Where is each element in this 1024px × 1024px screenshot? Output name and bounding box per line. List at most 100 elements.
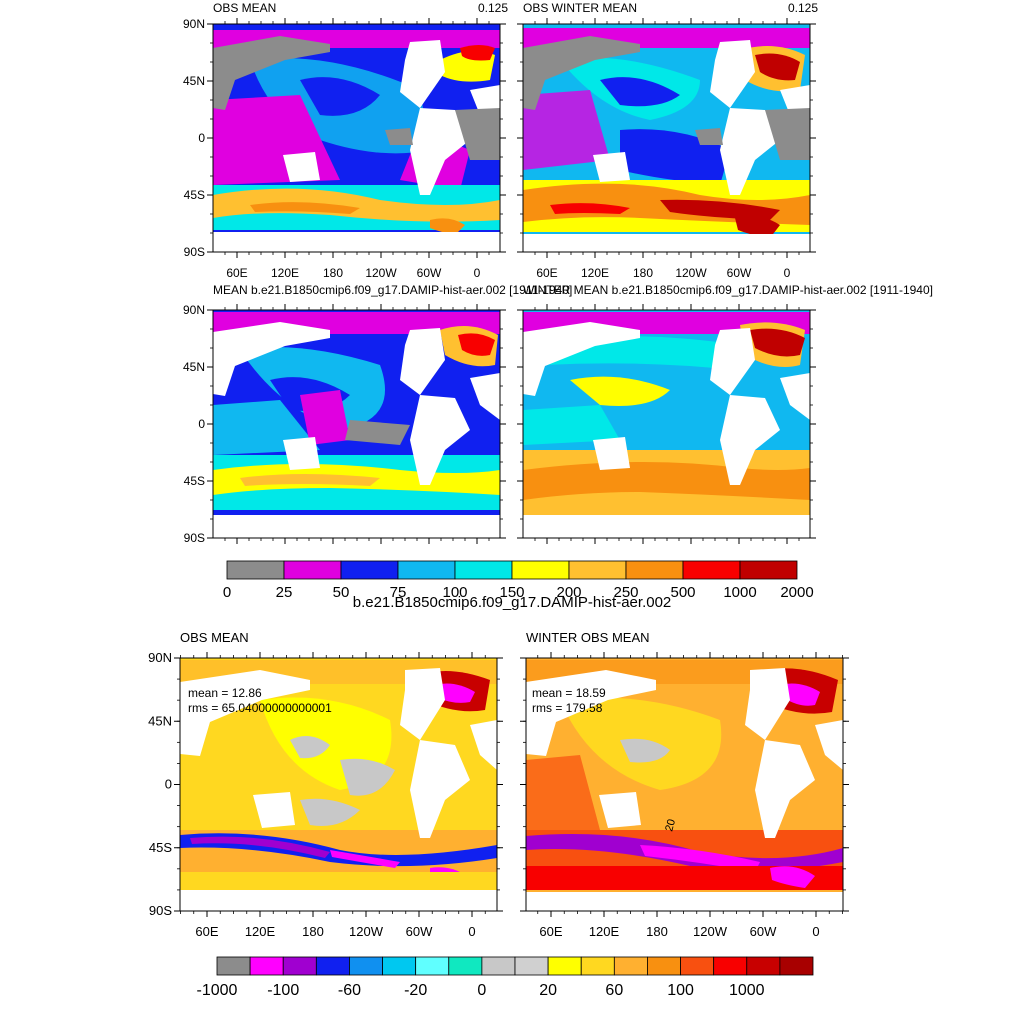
lon-tick-label: 0 [474, 266, 481, 280]
panel-title: MEAN b.e21.B1850cmip6.f09_g17.DAMIP-hist… [213, 283, 572, 297]
colorbar-label: 1000 [729, 982, 765, 999]
colorbar-swatch [382, 956, 417, 976]
colorbar-swatch [713, 956, 748, 976]
colorbar-swatch [283, 560, 342, 580]
colorbar-swatch [415, 956, 450, 976]
contour-label: 20 [663, 818, 678, 833]
colorbar-label: 500 [670, 584, 695, 601]
colorbar-label: 0 [477, 982, 486, 999]
panel-title: OBS MEAN [180, 630, 249, 645]
colorbar-swatch [448, 956, 483, 976]
panel-annotation: 0.125 [478, 1, 508, 15]
colorbar-label: 100 [667, 982, 694, 999]
colorbar-swatch [454, 560, 513, 580]
panel-annotation: 0.125 [788, 1, 818, 15]
colorbar-label: 50 [333, 584, 350, 601]
colorbar-swatch [746, 956, 781, 976]
lon-tick-label: 120E [589, 924, 620, 939]
colorbar-label: 60 [605, 982, 623, 999]
lat-tick-label: 45N [148, 713, 172, 728]
lon-tick-label: 120W [675, 266, 707, 280]
lon-tick-label: 60W [750, 924, 777, 939]
lon-tick-label: 60E [226, 266, 247, 280]
lon-tick-label: 120W [365, 266, 397, 280]
panel-model-mean: MEAN b.e21.B1850cmip6.f09_g17.DAMIP-hist… [212, 283, 572, 539]
lat-tick-label: 0 [198, 417, 205, 431]
lat-tick-label: 90S [149, 903, 172, 918]
colorbar-label: 20 [539, 982, 557, 999]
colorbar-swatch [779, 956, 814, 976]
lon-tick-label: 0 [812, 924, 819, 939]
colorbar-swatch [216, 956, 251, 976]
colorbar-title: b.e21.B1850cmip6.f09_g17.DAMIP-hist-aer.… [353, 594, 672, 611]
lon-tick-label: 180 [323, 266, 343, 280]
panel-obs-mean: OBS MEAN 0.125 [212, 1, 508, 253]
colorbar-swatch [580, 956, 615, 976]
colorbar-swatch [625, 560, 684, 580]
stat-rms: rms = 179.58 [532, 701, 603, 715]
lon-tick-label: 0 [468, 924, 475, 939]
colorbar-label: 25 [276, 584, 293, 601]
colorbar-swatch [647, 956, 681, 976]
lat-tick-label: 45S [184, 188, 205, 202]
colorbar-swatch [511, 560, 570, 580]
lat-tick-label: 0 [165, 777, 172, 792]
lon-tick-label: 60E [195, 924, 218, 939]
colorbar-label: 150 [499, 584, 524, 601]
lat-tick-label: 90S [184, 531, 205, 545]
colorbar-label: 200 [556, 584, 581, 601]
lat-tick-label: 0 [198, 131, 205, 145]
map-field [213, 310, 500, 538]
panel-title: WINTER MEAN b.e21.B1850cmip6.f09_g17.DAM… [523, 283, 933, 297]
lon-tick-label: 60E [536, 266, 557, 280]
colorbar-swatch [613, 956, 648, 976]
lon-tick-label: 60E [539, 924, 562, 939]
stat-rms: rms = 65.04000000000001 [188, 701, 332, 715]
lon-tick-label: 180 [633, 266, 653, 280]
colorbar-swatch [680, 956, 715, 976]
map-axes: 90N 45N 0 45S 90S 60E 120E 180 120W 60W 0 60E 120E 18… [148, 17, 849, 939]
lat-tick-label: 45N [183, 360, 205, 374]
map-field [523, 310, 810, 538]
colorbar-swatch [249, 956, 284, 976]
lon-tick-label: 180 [302, 924, 324, 939]
lat-tick-label: 45S [184, 474, 205, 488]
stat-mean: mean = 18.59 [532, 686, 606, 700]
colorbar-swatch [514, 956, 549, 976]
colorbar-label: 2000 [780, 584, 813, 601]
lon-tick-label: 60W [727, 266, 752, 280]
colorbar-label: -1000 [197, 982, 238, 999]
colorbar-label: -60 [338, 982, 361, 999]
colorbar-swatch [739, 560, 798, 580]
top-colorbar: 0 25 50 75 100 150 200 250 500 1000 2000 [223, 560, 814, 601]
panel-model-winter-mean: WINTER MEAN b.e21.B1850cmip6.f09_g17.DAM… [522, 283, 933, 539]
map-field [526, 658, 843, 911]
colorbar-swatch [315, 956, 350, 976]
colorbar-label: 250 [613, 584, 638, 601]
panel-title: WINTER OBS MEAN [526, 630, 650, 645]
colorbar-label: 75 [390, 584, 407, 601]
panel-title: OBS WINTER MEAN [523, 1, 637, 15]
panel-diff-winter-obs-mean: WINTER OBS MEAN mean = 18.59 rms = 179.5… [525, 630, 844, 912]
lon-tick-label: 120W [349, 924, 384, 939]
lon-tick-label: 120E [245, 924, 276, 939]
bottom-colorbar: -1000 -100 -60 -20 0 20 60 100 1000 [197, 956, 814, 999]
lat-tick-label: 90N [148, 650, 172, 665]
lon-tick-label: 120E [581, 266, 609, 280]
lon-tick-label: 120W [693, 924, 728, 939]
map-field [180, 658, 497, 911]
colorbar-label: 1000 [723, 584, 756, 601]
lat-tick-label: 90N [183, 17, 205, 31]
colorbar-swatch [349, 956, 383, 976]
lon-tick-label: 60W [417, 266, 442, 280]
lon-tick-label: 60W [406, 924, 433, 939]
colorbar-swatch [282, 956, 317, 976]
colorbar-swatch [481, 956, 516, 976]
lat-tick-label: 90S [184, 245, 205, 259]
lon-tick-label: 120E [271, 266, 299, 280]
colorbar-label: 0 [223, 584, 231, 601]
colorbar-label: 100 [442, 584, 467, 601]
colorbar-label: -20 [404, 982, 427, 999]
map-field [213, 24, 500, 252]
lat-tick-label: 90N [183, 303, 205, 317]
